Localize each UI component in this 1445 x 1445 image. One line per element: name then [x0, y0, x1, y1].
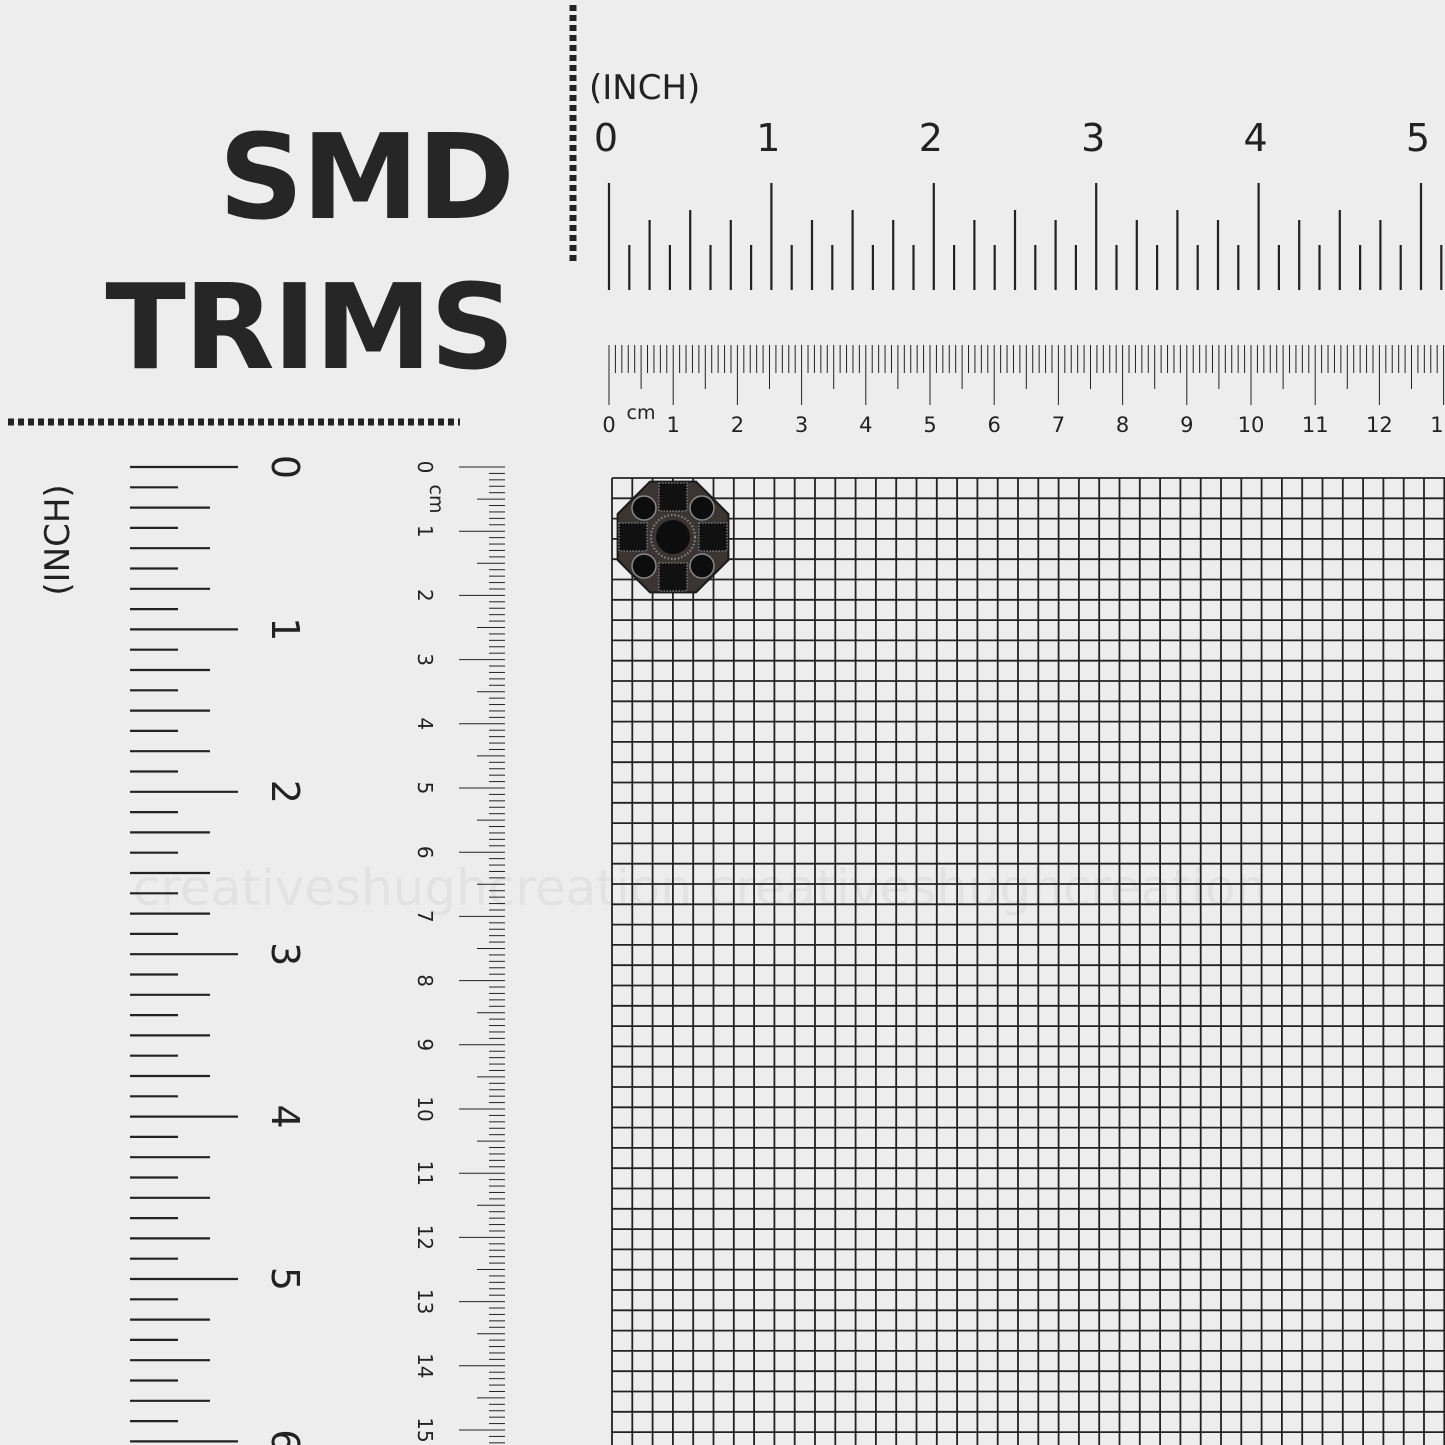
cm-tick-label: 7	[1052, 413, 1065, 437]
center-stone-beading	[650, 514, 696, 560]
cm-tick-label: 8	[1116, 413, 1129, 437]
cm-tick-label: 3	[413, 653, 437, 666]
inch-tick-label: 1	[756, 116, 780, 160]
cm-tick-label: 6	[988, 413, 1001, 437]
inch-tick-label: 1	[263, 617, 307, 641]
cm-tick-label: 4	[859, 413, 872, 437]
inch-tick-label: 4	[263, 1105, 307, 1129]
cm-unit-label: cm	[627, 402, 656, 424]
watermark: creativeshughcreation creativeshughcreat…	[133, 859, 1267, 917]
inch-tick-label: 5	[1406, 116, 1430, 160]
round-stone	[631, 553, 657, 579]
inch-tick-label: 4	[1244, 116, 1268, 160]
product-button	[616, 480, 730, 594]
cm-tick-label: 9	[1180, 413, 1193, 437]
cm-tick-label: 13	[413, 1289, 437, 1314]
cm-tick-label: 2	[413, 589, 437, 602]
cm-tick-label: 14	[413, 1353, 437, 1378]
round-stone	[631, 495, 657, 521]
cm-tick-label: 10	[413, 1096, 437, 1121]
cm-tick-label: 11	[413, 1160, 437, 1185]
cm-tick-label: 0	[602, 413, 615, 437]
cm-unit-label: cm	[425, 485, 447, 514]
cm-tick-label: 6	[413, 846, 437, 859]
inch-tick-label: 5	[263, 1267, 307, 1291]
title-line-2: TRIMS	[105, 258, 515, 396]
cm-tick-label: 13	[1430, 413, 1445, 437]
cm-tick-label: 12	[413, 1225, 437, 1250]
inch-tick-label: 2	[263, 780, 307, 804]
square-stone	[658, 562, 688, 592]
cm-tick-label: 11	[1302, 413, 1329, 437]
cm-tick-label: 9	[413, 1038, 437, 1051]
cm-tick-label: 12	[1366, 413, 1393, 437]
cm-tick-label: 5	[923, 413, 936, 437]
inch-tick-label: 0	[263, 455, 307, 479]
title-line-1: SMD	[218, 108, 515, 246]
round-stone	[689, 553, 715, 579]
square-stone	[698, 522, 728, 552]
inch-tick-label: 6	[263, 1429, 307, 1445]
inch-tick-label: 3	[1081, 116, 1105, 160]
cm-tick-label: 1	[413, 525, 437, 538]
square-stone	[658, 482, 688, 512]
cm-tick-label: 8	[413, 974, 437, 987]
cm-tick-label: 5	[413, 782, 437, 795]
cm-tick-label: 1	[667, 413, 680, 437]
cm-tick-label: 2	[731, 413, 744, 437]
inch-tick-label: 0	[594, 116, 618, 160]
square-stone	[618, 522, 648, 552]
center-stone	[656, 520, 690, 554]
top-inch-unit-label: (INCH)	[589, 68, 701, 108]
cm-tick-label: 10	[1238, 413, 1265, 437]
cm-tick-label: 15	[413, 1417, 437, 1442]
inch-tick-label: 2	[919, 116, 943, 160]
round-stone	[689, 495, 715, 521]
cm-tick-label: 4	[413, 717, 437, 730]
cm-tick-label: 3	[795, 413, 808, 437]
cm-tick-label: 7	[413, 910, 437, 923]
cm-tick-label: 0	[413, 461, 437, 474]
inch-tick-label: 3	[263, 942, 307, 966]
